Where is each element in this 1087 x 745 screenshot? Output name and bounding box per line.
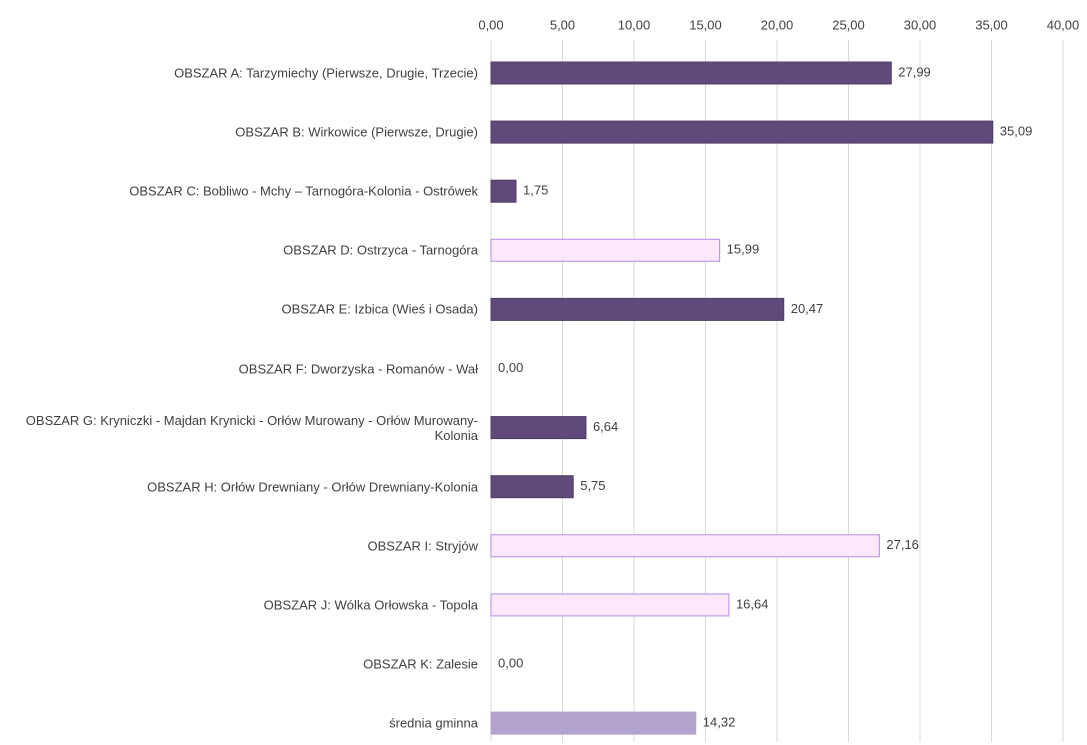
x-tick-label: 40,00 [1047,17,1080,32]
category-label: OBSZAR E: Izbica (Wieś i Osada) [281,301,479,317]
value-label: 14,32 [703,715,736,730]
category-label: OBSZAR I: Stryjów [367,538,478,554]
x-tick-label: 5,00 [550,17,575,32]
bar [490,593,730,617]
bar [490,534,880,558]
category-label: OBSZAR F: Dworzyska - Romanów - Wał [238,361,478,376]
category-label: OBSZAR D: Ostrzyca - Tarnogóra [283,242,478,258]
category-label: OBSZAR A: Tarzymiechy (Pierwsze, Drugie,… [174,65,478,81]
category-label: OBSZAR K: Zalesie [363,656,478,672]
x-tick-label: 10,00 [618,17,651,32]
x-tick-label: 30,00 [904,17,937,32]
bar [490,416,587,440]
bar [490,179,517,203]
category-label: średnia gminna [389,715,478,731]
bar [490,711,697,735]
value-label: 27,16 [886,537,919,552]
bar [490,475,574,499]
x-tick-label: 25,00 [832,17,865,32]
value-label: 20,47 [791,301,824,316]
value-label: 35,09 [1000,124,1033,139]
category-label: OBSZAR C: Bobliwo - Mchy – Tarnogóra-Kol… [129,183,478,199]
x-tick-label: 0,00 [478,17,503,32]
x-tick-label: 35,00 [975,17,1008,32]
value-label: 0,00 [498,655,523,670]
bar [490,238,721,262]
value-label: 0,00 [498,360,523,375]
x-tick-label: 15,00 [689,17,722,32]
bar [490,297,785,321]
category-label: OBSZAR B: Wirkowice (Pierwsze, Drugie) [235,124,478,140]
value-label: 1,75 [523,183,548,198]
value-label: 27,99 [898,64,931,79]
bar [490,61,892,85]
x-tick-label: 20,00 [761,17,794,32]
value-label: 16,64 [736,596,769,611]
value-label: 6,64 [593,419,618,434]
value-label: 15,99 [727,242,760,257]
value-label: 5,75 [580,478,605,493]
bar [490,120,994,144]
category-label: OBSZAR G: Kryniczki - Majdan Krynicki - … [25,412,478,443]
category-label: OBSZAR J: Wólka Orłowska - Topola [263,597,478,613]
category-label: OBSZAR H: Orłów Drewniany - Orłów Drewni… [147,479,478,495]
